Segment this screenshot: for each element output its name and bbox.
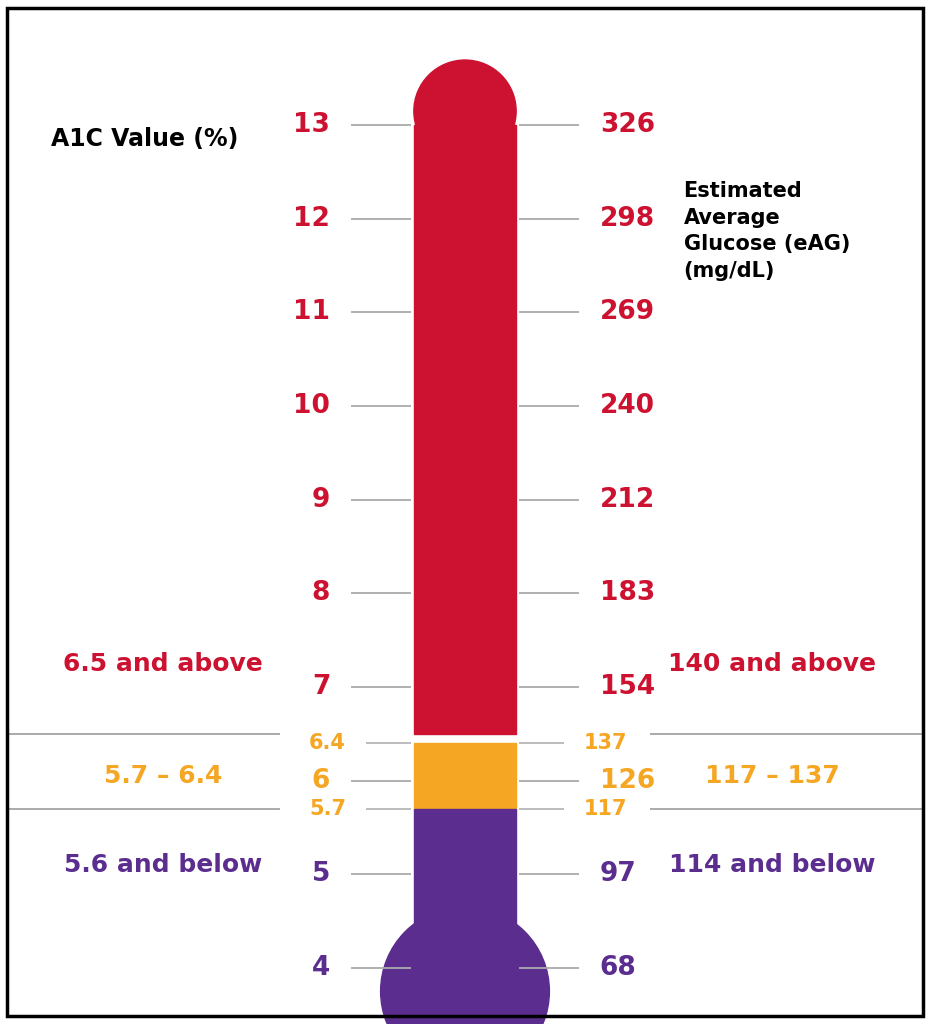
Text: 269: 269	[600, 299, 655, 326]
Text: 240: 240	[600, 393, 655, 419]
Text: 68: 68	[600, 954, 637, 981]
Text: Estimated
Average
Glucose (eAG)
(mg/dL): Estimated Average Glucose (eAG) (mg/dL)	[684, 181, 850, 281]
Ellipse shape	[414, 60, 516, 163]
Text: 5.7: 5.7	[309, 799, 346, 818]
Text: 183: 183	[600, 581, 655, 606]
Text: 4: 4	[312, 954, 330, 981]
Text: 117: 117	[584, 799, 628, 818]
Bar	[414, 125, 516, 734]
Text: 10: 10	[293, 393, 330, 419]
Text: 5: 5	[312, 861, 330, 887]
Text: 6: 6	[312, 768, 330, 794]
Text: 154: 154	[600, 674, 655, 700]
Text: 8: 8	[312, 581, 330, 606]
Text: 114 and below: 114 and below	[669, 853, 875, 877]
Text: A1C Value (%): A1C Value (%)	[51, 127, 238, 152]
Text: 126: 126	[600, 768, 655, 794]
Text: 117 – 137: 117 – 137	[705, 764, 839, 787]
Text: 11: 11	[293, 299, 330, 326]
Text: 298: 298	[600, 206, 655, 231]
Text: 326: 326	[600, 113, 655, 138]
Text: 97: 97	[600, 861, 637, 887]
Text: A1C Levels: A1C Levels	[338, 15, 592, 58]
Bar	[414, 809, 516, 991]
Text: 13: 13	[293, 113, 330, 138]
Text: 9: 9	[312, 486, 330, 513]
Bar	[414, 743, 516, 809]
Text: 137: 137	[584, 733, 628, 753]
Text: 5.6 and below: 5.6 and below	[63, 853, 262, 877]
Text: 6.4: 6.4	[309, 733, 346, 753]
Text: 5.7 – 6.4: 5.7 – 6.4	[103, 764, 222, 787]
Text: 12: 12	[293, 206, 330, 231]
Text: 7: 7	[312, 674, 330, 700]
Text: 6.5 and above: 6.5 and above	[63, 651, 262, 676]
Text: 140 and above: 140 and above	[668, 651, 876, 676]
Text: 1, 5: 1, 5	[551, 10, 591, 30]
Text: 212: 212	[600, 486, 655, 513]
Ellipse shape	[380, 907, 550, 1024]
